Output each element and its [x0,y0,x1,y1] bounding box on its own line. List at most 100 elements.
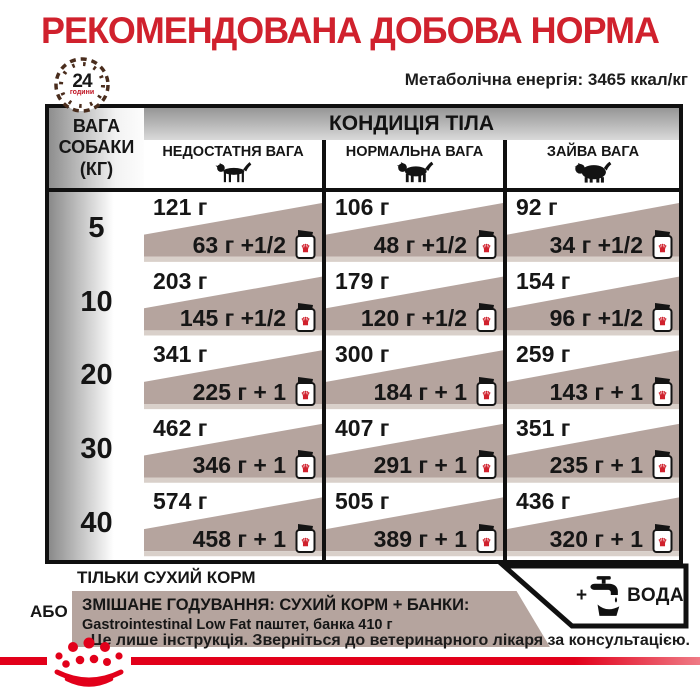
cell-30kg-underweight: 462 г 346 г + 1 ♛ [144,412,322,487]
svg-text:♛: ♛ [301,243,311,255]
body-condition-header: КОНДИЦІЯ ТІЛА [144,108,679,140]
cell-5kg-normal: 106 г 48 г +1/2 ♛ [322,192,503,266]
normal-dog-icon [396,161,433,183]
faucet-icon [590,576,620,616]
can-icon: ♛ [476,450,497,480]
can-icon: ♛ [295,376,316,406]
legend-mixed-feeding: ЗМІШАНЕ ГОДУВАННЯ: СУХИЙ КОРМ + БАНКИ: G… [72,591,550,647]
legend-mixed-subtitle: Gastrointestinal Low Fat паштет, банка 4… [82,617,393,633]
can-icon: ♛ [652,376,673,406]
disclaimer-note: Це лише інструкція. Зверніться до ветери… [90,632,690,649]
svg-text:♛: ♛ [482,243,492,255]
can-icon: ♛ [295,450,316,480]
weight-value: 10 [49,265,144,340]
can-icon: ♛ [295,229,316,259]
cell-10kg-underweight: 203 г 145 г +1/2 ♛ [144,265,322,340]
svg-text:♛: ♛ [301,537,311,549]
svg-text:♛: ♛ [482,316,492,328]
cell-5kg-overweight: 92 г 34 г +1/2 ♛ [503,192,679,266]
column-header-overweight: ЗАЙВА ВАГА [503,140,679,188]
weight-value: 20 [49,339,144,413]
dry-amount: 351 г [516,414,571,441]
legend-or: АБО [30,602,68,621]
dry-amount: 259 г [516,341,571,368]
mixed-amount: 320 г + 1 [549,525,643,552]
cell-40kg-normal: 505 г 389 г + 1 ♛ [322,486,503,560]
royal-canin-crown-logo [54,637,124,687]
svg-text:♛: ♛ [658,390,668,402]
mixed-amount: 235 г + 1 [549,452,643,479]
weight-value: 30 [49,412,144,487]
dry-amount: 203 г [153,267,208,294]
svg-text:♛: ♛ [658,537,668,549]
mixed-amount: 145 г +1/2 [179,305,286,332]
weight-column-header: ВАГА СОБАКИ (КГ) [49,108,144,188]
clock-unit: години [69,89,95,96]
feeding-table: ВАГА СОБАКИ (КГ) КОНДИЦІЯ ТІЛА НЕДОСТАТН… [45,104,683,564]
dry-amount: 179 г [335,267,390,294]
column-header-underweight: НЕДОСТАТНЯ ВАГА [144,140,322,188]
can-icon: ♛ [652,523,673,553]
dry-amount: 462 г [153,414,208,441]
svg-text:♛: ♛ [482,390,492,402]
clock-24h-icon: 24 години [52,55,112,115]
can-icon: ♛ [476,303,497,333]
svg-text:♛: ♛ [658,243,668,255]
can-icon: ♛ [295,303,316,333]
dry-amount: 106 г [335,194,390,220]
mixed-amount: 120 г +1/2 [360,305,467,332]
mixed-amount: 143 г + 1 [549,378,643,405]
dry-amount: 574 г [153,488,208,515]
svg-text:♛: ♛ [301,316,311,328]
can-icon: ♛ [476,229,497,259]
water-callout: + ВОДА [492,560,692,634]
mixed-amount: 458 г + 1 [192,525,286,552]
weight-value: 40 [49,486,144,560]
can-icon: ♛ [652,229,673,259]
metabolic-energy-label: Метаболічна енергія: 3465 ккал/кг [404,70,688,89]
plus-sign: + [576,585,588,606]
svg-text:♛: ♛ [482,537,492,549]
column-header-normal-weight: НОРМАЛЬНА ВАГА [322,140,503,188]
thin-dog-icon [215,162,252,183]
dry-amount: 300 г [335,341,390,368]
header-divider [49,188,679,192]
mixed-amount: 96 г +1/2 [549,305,643,332]
cell-30kg-normal: 407 г 291 г + 1 ♛ [322,412,503,487]
svg-text:♛: ♛ [482,463,492,475]
can-icon: ♛ [652,450,673,480]
footer-rule-right [131,657,700,665]
mixed-amount: 225 г + 1 [192,378,286,405]
mixed-amount: 184 г + 1 [373,378,467,405]
cell-20kg-normal: 300 г 184 г + 1 ♛ [322,339,503,413]
clock-hours: 24 [72,71,92,92]
can-icon: ♛ [476,523,497,553]
cell-10kg-overweight: 154 г 96 г +1/2 ♛ [503,265,679,340]
dry-amount: 341 г [153,341,208,368]
weight-value: 5 [49,192,144,266]
cell-20kg-overweight: 259 г 143 г + 1 ♛ [503,339,679,413]
water-banner-shape [497,563,689,629]
can-icon: ♛ [476,376,497,406]
cell-40kg-underweight: 574 г 458 г + 1 ♛ [144,486,322,560]
footer-rule-left [0,657,47,665]
mixed-amount: 346 г + 1 [192,452,286,479]
dry-amount: 154 г [516,267,571,294]
overweight-dog-icon [574,161,612,183]
svg-text:♛: ♛ [658,463,668,475]
can-icon: ♛ [295,523,316,553]
dry-amount: 407 г [335,414,390,441]
legend-dry-only: ТІЛЬКИ СУХИЙ КОРМ [77,568,256,587]
water-label: ВОДА [627,585,685,606]
can-icon: ♛ [652,303,673,333]
mixed-amount: 48 г +1/2 [373,231,467,258]
clock-face-icon [54,57,110,113]
svg-text:♛: ♛ [301,463,311,475]
cell-40kg-overweight: 436 г 320 г + 1 ♛ [503,486,679,560]
cell-10kg-normal: 179 г 120 г +1/2 ♛ [322,265,503,340]
dry-amount: 121 г [153,194,208,220]
cell-30kg-overweight: 351 г 235 г + 1 ♛ [503,412,679,487]
dry-amount: 505 г [335,488,390,515]
dry-amount: 436 г [516,488,571,515]
